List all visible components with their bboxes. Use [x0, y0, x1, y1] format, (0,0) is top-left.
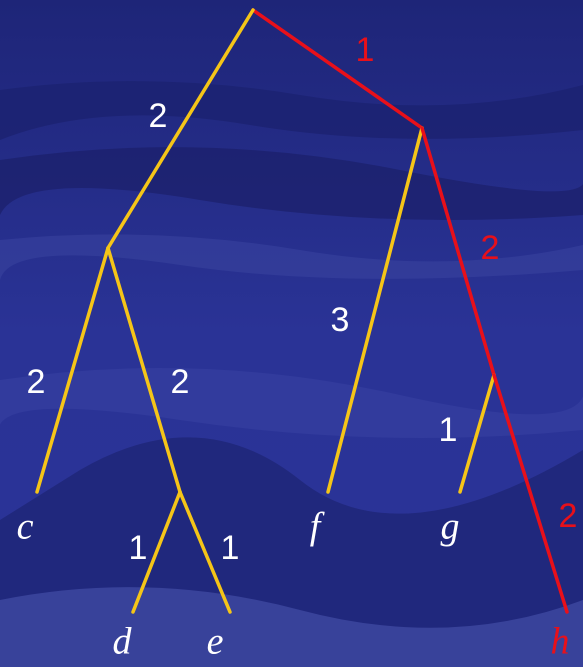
edges — [35, 8, 569, 614]
leaf-label: e — [207, 621, 224, 663]
edge-weight: 2 — [27, 363, 46, 401]
leaf-label: g — [441, 506, 460, 548]
edge-weight: 1 — [439, 411, 458, 449]
leaf-label: d — [113, 621, 133, 663]
leaf-label: c — [17, 506, 34, 548]
edge — [251, 8, 424, 130]
edge-weight: 3 — [331, 301, 350, 339]
edge — [326, 126, 424, 494]
edge-weight: 2 — [481, 229, 500, 267]
edge — [106, 246, 182, 494]
edge — [106, 8, 255, 250]
edge — [458, 373, 496, 494]
edge-weight: 1 — [129, 529, 148, 567]
edge — [420, 126, 496, 377]
edge-weight: 2 — [559, 497, 578, 535]
edge — [131, 490, 182, 614]
leaf-label: h — [551, 621, 570, 663]
edge — [492, 373, 569, 614]
edge — [35, 246, 110, 494]
edge-weight: 2 — [171, 363, 190, 401]
edge-weight: 1 — [356, 31, 375, 69]
edge-weight: 2 — [149, 97, 168, 135]
edge-weight: 1 — [221, 529, 240, 567]
edge — [178, 490, 232, 614]
